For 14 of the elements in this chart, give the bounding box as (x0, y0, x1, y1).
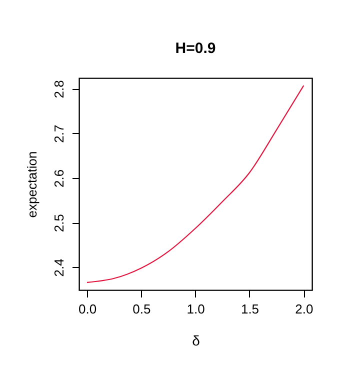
x-tick-label: 1.0 (186, 302, 205, 316)
y-tick-label: 2.6 (52, 169, 66, 188)
y-tick-label: 2.8 (52, 80, 66, 98)
x-tick-label: 1.5 (240, 302, 260, 316)
y-tick-label: 2.7 (52, 124, 66, 143)
y-tick-label: 2.5 (52, 214, 66, 232)
x-tick-label: 0.5 (132, 302, 151, 316)
x-tick-label: 0.0 (78, 302, 97, 316)
x-tick-label: 2.0 (295, 302, 314, 316)
y-tick-label: 2.4 (52, 258, 66, 277)
y-axis-title: expectation (24, 151, 40, 218)
x-axis-title: δ (192, 332, 200, 348)
line-series (86, 85, 304, 283)
chart-title: H=0.9 (175, 40, 216, 57)
